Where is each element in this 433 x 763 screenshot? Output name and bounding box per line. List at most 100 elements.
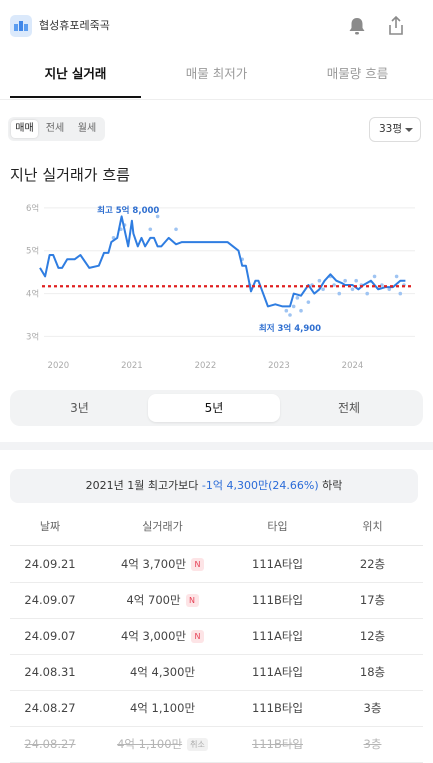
summary-suffix: 하락 (318, 479, 343, 492)
scatter-point (350, 287, 355, 292)
row-date: 24.08.27 (10, 727, 90, 761)
row-date-text: 24.08.27 (24, 701, 76, 715)
y-tick-label: 4억 (26, 289, 39, 300)
row-price: 4억 700만 N (95, 583, 230, 617)
scatter-point (343, 278, 347, 283)
price-change-summary: 2021년 1월 최고가보다 -1억 4,300만(24.66%) 하락 (10, 469, 418, 503)
y-tick-label: 3억 (26, 331, 39, 342)
scatter-point (372, 274, 377, 279)
y-tick-label: 5억 (26, 246, 39, 257)
row-floor: 18층 (330, 655, 415, 689)
row-date-text: 24.09.07 (24, 629, 76, 643)
app-header: 협성휴포레죽곡 (0, 0, 433, 52)
area-dropdown-value: 33평 (379, 123, 403, 135)
row-type-text: 111A타입 (252, 629, 303, 643)
row-floor-text: 22층 (359, 557, 386, 571)
trade-type-selector: 매매 전세 월세 (8, 117, 105, 141)
scatter-point (394, 274, 399, 279)
scatter-point (337, 291, 342, 296)
caret-down-icon (405, 128, 413, 132)
scatter-point (299, 308, 303, 313)
scatter-point (288, 313, 292, 317)
header-type: 타입 (267, 520, 288, 533)
scatter-point (321, 287, 325, 292)
row-type: 111A타입 (230, 547, 325, 581)
table-row[interactable]: 24.08.27 4억 1,100만 취소 111B타입 3층 (10, 727, 423, 763)
scatter-point (365, 291, 370, 296)
scatter-point (332, 283, 336, 287)
period-3y[interactable]: 3년 (70, 401, 89, 415)
main-tabs: 지난 실거래 매물 최저가 매물량 흐름 (0, 56, 433, 100)
min-price-label: 최저 3억 4,900 (259, 323, 321, 334)
header-floor: 위치 (362, 520, 383, 533)
tab-past-transactions[interactable]: 지난 실거래 (44, 66, 107, 81)
period-all[interactable]: 전체 (337, 401, 361, 415)
x-tick-label: 2023 (268, 361, 290, 371)
row-floor-text: 3층 (363, 737, 382, 751)
row-date: 24.09.21 (10, 547, 90, 581)
row-type-text: 111A타입 (252, 557, 303, 571)
x-tick-label: 2020 (48, 361, 70, 371)
price-line (39, 215, 406, 308)
share-icon[interactable] (386, 15, 406, 37)
row-floor: 17층 (330, 583, 415, 617)
row-price: 4억 3,000만 N (95, 619, 230, 653)
row-price-text: 4억 1,100만 (117, 737, 183, 751)
trade-type-monthly[interactable]: 월세 (77, 123, 97, 134)
section-title: 지난 실거래가 흐름 (10, 166, 130, 184)
row-date-text: 24.09.07 (24, 593, 76, 607)
scatter-point (398, 291, 403, 296)
scatter-point (354, 278, 358, 283)
table-row[interactable]: 24.09.07 4억 700만 N 111B타입 17층 (10, 583, 423, 619)
row-type: 111B타입 (230, 691, 325, 725)
row-type: 111A타입 (230, 655, 325, 689)
new-badge: N (191, 558, 205, 571)
x-tick-label: 2021 (121, 361, 143, 371)
row-floor: 3층 (330, 727, 415, 761)
scatter-point (284, 308, 289, 313)
tab-listing-volume[interactable]: 매물량 흐름 (326, 66, 389, 81)
scatter-point (295, 296, 300, 300)
scatter-point (317, 278, 322, 283)
row-floor-text: 3층 (363, 701, 382, 715)
row-date-text: 24.08.27 (24, 737, 76, 751)
app-title: 협성휴포레죽곡 (39, 19, 110, 32)
max-price-label: 최고 5억 8,000 (97, 205, 159, 216)
summary-prefix: 2021년 1월 최고가보다 (85, 479, 202, 492)
header-date: 날짜 (39, 520, 61, 533)
row-floor: 3층 (330, 691, 415, 725)
row-price-text: 4억 700만 (126, 593, 181, 607)
apartment-logo-icon (10, 15, 32, 37)
bell-icon[interactable] (347, 15, 367, 37)
period-selector: 3년 5년 전체 (10, 390, 423, 426)
active-tab-indicator (10, 96, 141, 98)
row-floor-text: 17층 (359, 593, 386, 607)
row-date: 24.09.07 (10, 583, 90, 617)
row-type-text: 111B타입 (252, 701, 303, 715)
table-row[interactable]: 24.09.07 4억 3,000만 N 111A타입 12층 (10, 619, 423, 655)
scatter-point (306, 300, 311, 304)
scatter-point (291, 304, 296, 309)
row-type: 111B타입 (230, 583, 325, 617)
period-5y[interactable]: 5년 (148, 394, 280, 422)
x-tick-label: 2024 (342, 361, 364, 371)
summary-highlight: -1억 4,300만(24.66%) (201, 479, 319, 492)
transactions-table-header: 날짜 실거래가 타입 위치 (10, 512, 423, 546)
table-row[interactable]: 24.09.21 4억 3,700만 N 111A타입 22층 (10, 547, 423, 583)
price-trend-chart: 3억 4억 5억 6억 2020 2021 2022 2023 2024 최고 5억 8,000 최… (26, 203, 415, 371)
trade-type-jeonse[interactable]: 전세 (45, 123, 65, 134)
area-dropdown[interactable]: 33평 (369, 117, 421, 142)
scatter-point (387, 287, 392, 292)
trade-type-sale[interactable]: 매매 (11, 120, 38, 138)
tab-lowest-listing[interactable]: 매물 최저가 (185, 66, 248, 81)
scatter-point (174, 227, 178, 232)
row-type: 111A타입 (230, 619, 325, 653)
header-price: 실거래가 (142, 520, 183, 533)
table-row[interactable]: 24.08.31 4억 4,300만 111A타입 18층 (10, 655, 423, 691)
row-type-text: 111B타입 (252, 737, 303, 751)
row-price: 4억 4,300만 (95, 655, 230, 689)
row-date-text: 24.09.21 (24, 557, 76, 571)
row-type-text: 111A타입 (252, 665, 303, 679)
table-row[interactable]: 24.08.27 4억 1,100만 111B타입 3층 (10, 691, 423, 727)
row-date-text: 24.08.31 (24, 665, 76, 679)
